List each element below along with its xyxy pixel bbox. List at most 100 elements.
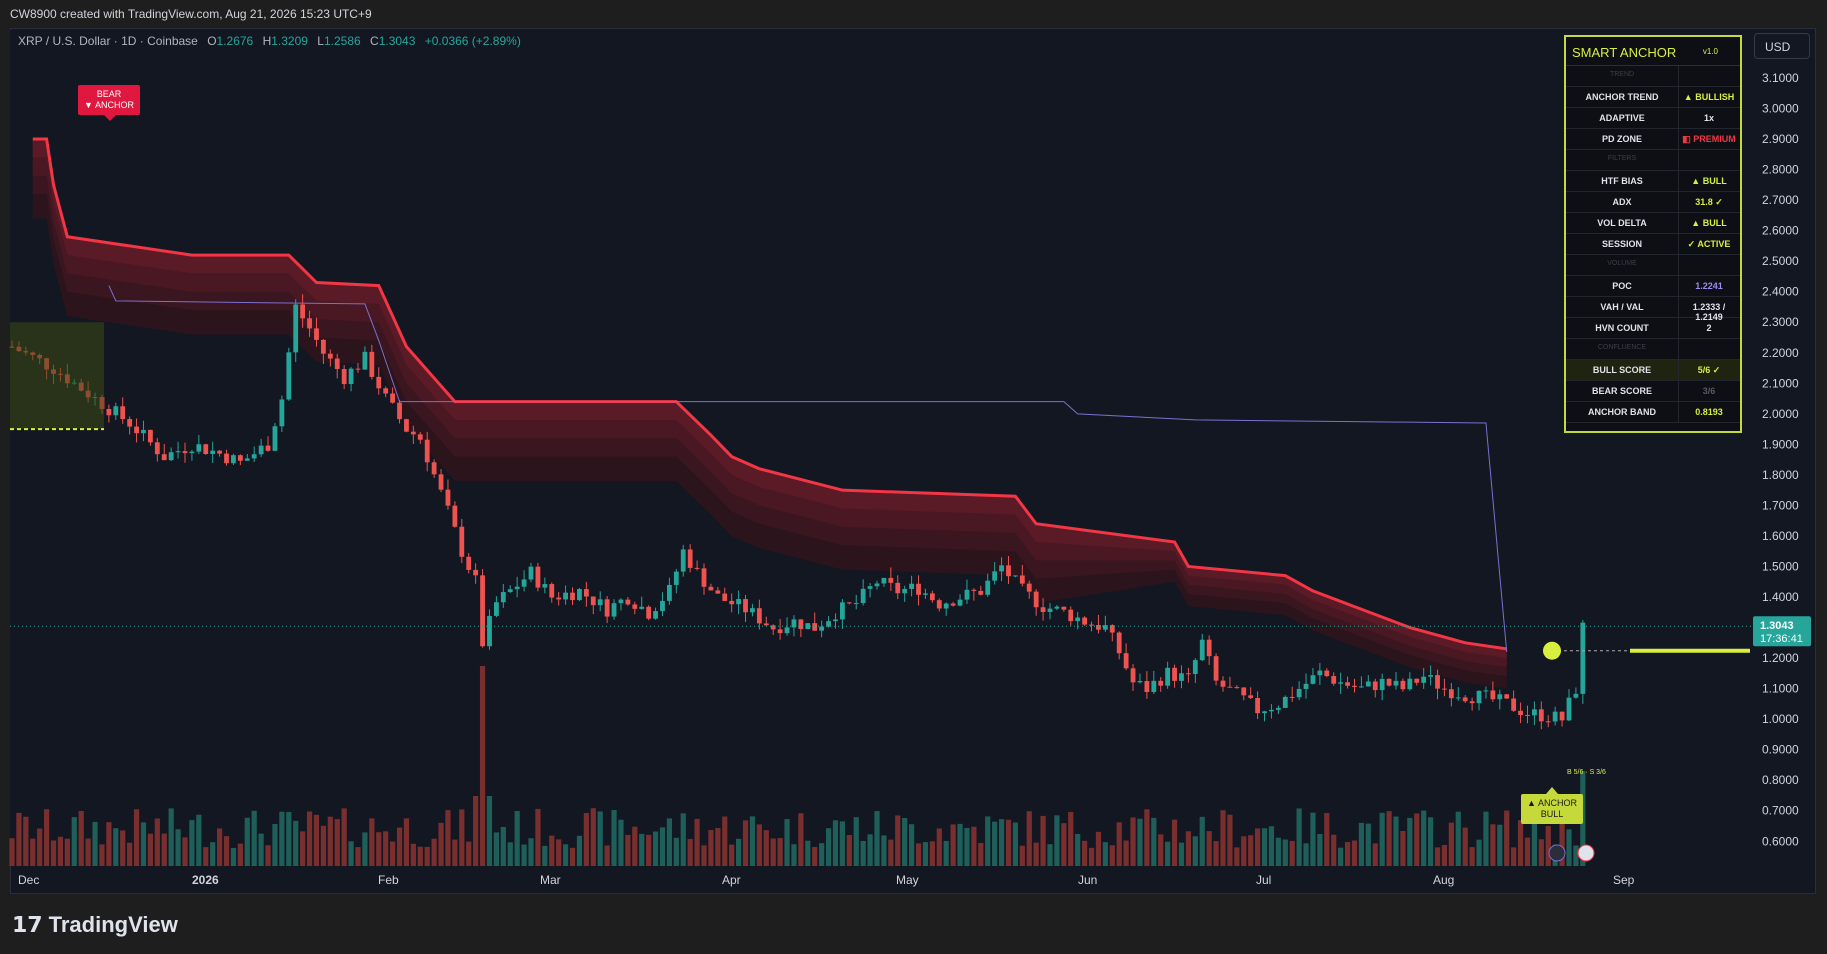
candle-body <box>632 604 638 609</box>
volume-bar <box>507 842 513 866</box>
volume-bar <box>687 839 693 866</box>
candle-body <box>1213 656 1219 681</box>
close-label: C <box>370 34 379 48</box>
volume-bar <box>286 812 292 866</box>
volume-bar <box>1497 824 1503 866</box>
candle-body <box>1199 639 1205 661</box>
panel-divider <box>1678 234 1679 254</box>
candle-body <box>1026 583 1032 592</box>
volume-bar <box>514 811 520 866</box>
bear-anchor-line1: BEAR <box>97 89 122 99</box>
volume-bar <box>390 841 396 866</box>
panel-row-value: 1.2241 <box>1695 281 1723 291</box>
panel-divider <box>1678 339 1679 359</box>
low-value: 1.2586 <box>323 34 361 48</box>
panel-title: SMART ANCHOR <box>1572 45 1677 60</box>
candle-body <box>251 454 257 459</box>
volume-bar <box>1199 816 1205 866</box>
currency-button[interactable]: USD <box>1754 33 1810 59</box>
volume-bar <box>1005 819 1012 866</box>
candle-body <box>999 565 1004 572</box>
volume-bar <box>569 847 576 866</box>
volume-bar <box>424 846 430 866</box>
symbol-name[interactable]: XRP / U.S. Dollar · 1D · Coinbase <box>18 34 198 48</box>
volume-bar <box>659 827 666 866</box>
time-tick-label: May <box>896 873 919 887</box>
volume-bar <box>881 835 887 866</box>
volume-bar <box>1434 847 1441 866</box>
candle-body <box>134 426 139 434</box>
candle-body <box>1414 678 1420 683</box>
volume-bar <box>805 840 811 866</box>
candle-body <box>853 603 859 605</box>
us-flag-icon[interactable] <box>1577 844 1595 862</box>
candle-body <box>1255 698 1260 714</box>
candle-body <box>417 434 423 440</box>
candle-body <box>1511 698 1517 711</box>
candle-body <box>1102 625 1108 630</box>
price-tick-label: 2.1000 <box>1762 376 1799 390</box>
volume-bar <box>1261 828 1268 866</box>
candle-body <box>334 358 340 370</box>
panel-row-label: CONFLUENCE <box>1597 344 1647 351</box>
volume-bar <box>1310 812 1316 866</box>
candle-body <box>1428 675 1433 677</box>
bar-countdown: 17:36:41 <box>1760 633 1803 645</box>
volume-bar <box>1116 822 1122 866</box>
candle-body <box>639 606 645 609</box>
anchor-bull-label <box>1521 794 1583 824</box>
tradingview-mark-icon: 𝟭𝟳 <box>12 912 43 937</box>
volume-bar <box>438 822 444 866</box>
panel-row-value: 0.8193 <box>1695 407 1723 417</box>
tradingview-logo[interactable]: 𝟭𝟳 TradingView <box>12 912 178 938</box>
candle-body <box>819 626 825 631</box>
candle-body <box>500 592 506 603</box>
candle-body <box>715 590 721 594</box>
volume-bar <box>1448 822 1454 866</box>
volume-bar <box>715 828 721 866</box>
candle-body <box>535 566 541 588</box>
volume-bar <box>1255 828 1261 866</box>
candle-body <box>321 339 326 354</box>
volume-bar <box>1289 840 1295 866</box>
price-tick-label: 0.9000 <box>1762 743 1799 757</box>
candle-body <box>577 589 582 601</box>
candle-body <box>1365 681 1371 687</box>
candle-body <box>265 445 271 451</box>
candle-body <box>1006 565 1011 577</box>
volume-bar <box>348 841 354 866</box>
candle-body <box>860 588 866 604</box>
lightning-icon[interactable] <box>1548 844 1566 862</box>
volume-bar <box>306 811 313 866</box>
volume-bar <box>1351 840 1358 866</box>
candle-body <box>1165 667 1171 686</box>
panel-row-value: ▲ BULL <box>1691 176 1727 186</box>
candle-body <box>729 600 735 605</box>
volume-bar <box>646 834 652 866</box>
candle-body <box>480 575 485 647</box>
price-tick-label: 0.7000 <box>1762 804 1799 818</box>
volume-bar <box>742 820 749 866</box>
candle-body <box>307 318 312 329</box>
candle-body <box>1137 681 1143 683</box>
panel-divider <box>1678 66 1679 86</box>
volume-bar <box>140 822 147 866</box>
volume-bar <box>521 844 527 866</box>
candle-body <box>964 589 970 600</box>
panel-row-label: FILTERS <box>1607 155 1637 162</box>
candle-body <box>916 583 921 595</box>
volume-bar <box>943 840 949 866</box>
candle-body <box>1116 632 1122 654</box>
panel-row: ANCHOR BAND 0.8193 <box>1566 402 1740 423</box>
candle-body <box>660 600 665 612</box>
candle-body <box>1275 707 1281 710</box>
volume-bar <box>355 847 361 866</box>
candle-body <box>1518 710 1523 715</box>
candle-body <box>770 625 776 630</box>
candle-body <box>1435 675 1440 689</box>
candle-body <box>923 593 928 595</box>
candle-body <box>424 439 430 463</box>
candle-body <box>327 353 333 359</box>
volume-bar <box>1538 839 1544 866</box>
